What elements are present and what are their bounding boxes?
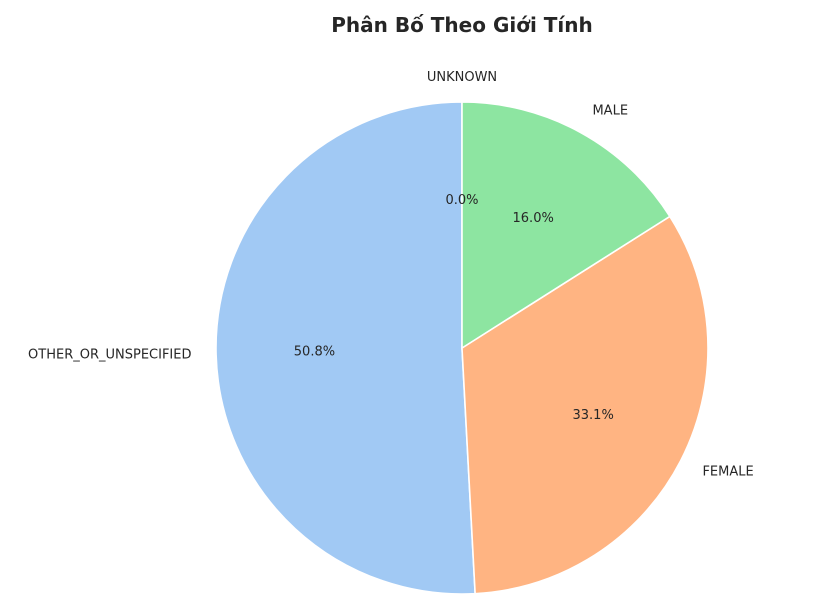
- slice-label-male: MALE: [592, 103, 628, 118]
- pie-slice-female: [461, 215, 709, 595]
- slice-label-other-or-unspecified: OTHER_OR_UNSPECIFIED: [28, 348, 191, 363]
- pie-slice-male: [461, 101, 671, 350]
- pct-label-male: 16.0%: [513, 211, 554, 226]
- pct-label-other-or-unspecified: 50.8%: [294, 344, 335, 359]
- slice-label-female: FEMALE: [702, 465, 753, 480]
- slice-label-unknown: UNKNOWN: [427, 70, 497, 85]
- pct-label-unknown: 0.0%: [445, 193, 478, 208]
- pie-slices: [215, 101, 709, 595]
- pct-label-female: 33.1%: [573, 408, 614, 423]
- pie-slice-other-or-unspecified: [215, 101, 476, 595]
- pie-labels: UNKNOWN 0.0% OTHER_OR_UNSPECIFIED 50.8% FEMA…: [28, 70, 754, 480]
- chart-title: Phân Bố Theo Giới Tính: [331, 13, 593, 37]
